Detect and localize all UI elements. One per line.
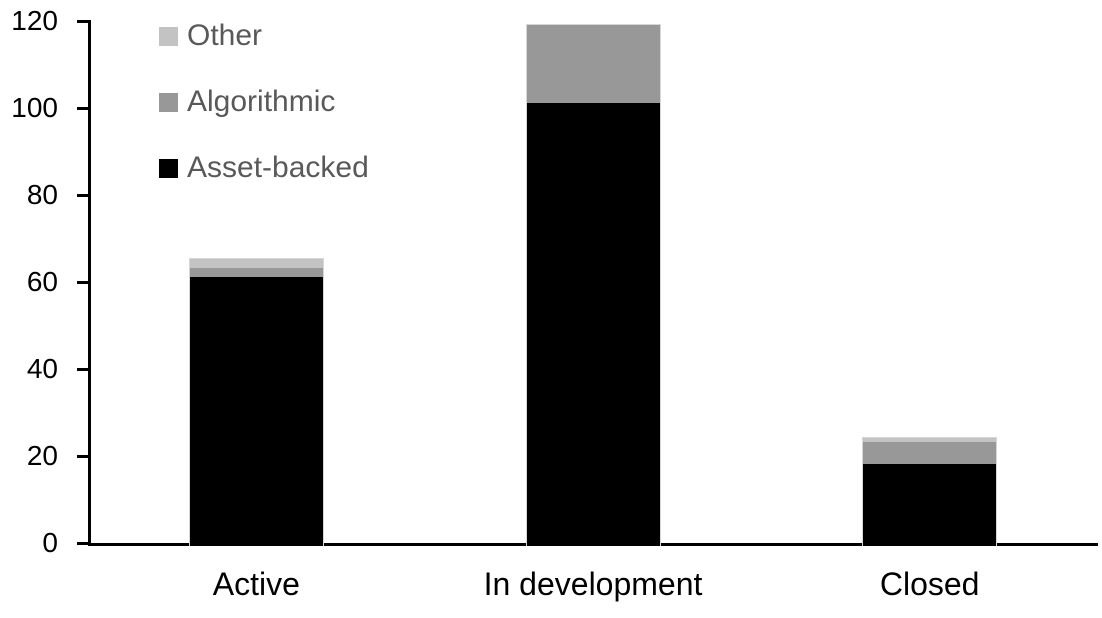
- y-tick-label-40: 40: [26, 353, 58, 384]
- legend-swatch-asset-backed-icon: [159, 158, 178, 178]
- legend-label-other: Other: [187, 19, 263, 52]
- segment-algorithmic-in-development: [527, 25, 660, 103]
- segment-asset-backed-active: [190, 276, 323, 546]
- bar-closed: [862, 437, 997, 546]
- y-axis-line: [88, 20, 91, 546]
- segment-asset-backed-in-development: [527, 102, 660, 546]
- segment-algorithmic-active: [190, 267, 323, 277]
- legend-swatch-other-icon: [159, 26, 178, 46]
- legend: Other Algorithmic Asset-backed: [159, 16, 369, 188]
- category-label-closed: Closed: [879, 566, 980, 602]
- y-tick-40: [77, 368, 88, 371]
- y-tick-label-120: 120: [11, 5, 58, 36]
- segment-algorithmic-closed: [863, 441, 996, 464]
- y-tick-100: [77, 107, 88, 110]
- y-tick-label-80: 80: [26, 179, 58, 210]
- y-tick-label-100: 100: [11, 92, 58, 123]
- legend-item-asset-backed: Asset-backed: [159, 148, 369, 188]
- segment-other-closed: [863, 438, 996, 442]
- category-label-active: Active: [212, 566, 300, 602]
- segment-asset-backed-closed: [863, 463, 996, 546]
- y-tick-80: [77, 194, 88, 197]
- category-label-in-development: In development: [483, 566, 703, 602]
- legend-swatch-algorithmic-icon: [159, 92, 178, 112]
- segment-other-active: [190, 259, 323, 268]
- y-tick-label-0: 0: [42, 527, 58, 558]
- y-tick-0: [77, 542, 88, 545]
- y-tick-label-20: 20: [26, 440, 58, 471]
- bar-in-development: [526, 24, 661, 546]
- legend-item-algorithmic: Algorithmic: [159, 82, 369, 122]
- y-tick-20: [77, 455, 88, 458]
- y-tick-120: [77, 20, 88, 23]
- bar-active: [189, 258, 324, 546]
- y-tick-60: [77, 281, 88, 284]
- y-tick-label-60: 60: [26, 266, 58, 297]
- legend-label-asset-backed: Asset-backed: [187, 151, 369, 184]
- legend-label-algorithmic: Algorithmic: [187, 85, 336, 118]
- legend-item-other: Other: [159, 16, 369, 56]
